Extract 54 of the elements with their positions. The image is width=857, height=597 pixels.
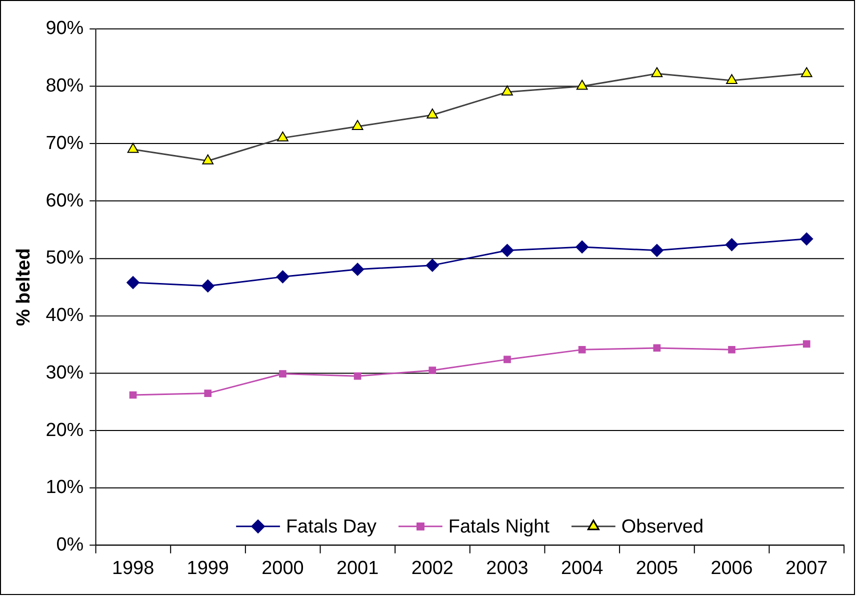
point — [653, 344, 661, 352]
y-tick-label: 30% — [46, 362, 84, 384]
point — [578, 346, 586, 354]
point — [650, 244, 664, 257]
point — [354, 372, 362, 380]
point — [800, 67, 812, 78]
x-tick-label: 2003 — [486, 558, 528, 579]
point — [277, 131, 288, 142]
point — [126, 276, 140, 290]
point — [800, 232, 814, 246]
point — [576, 80, 588, 90]
y-tick-label: 70% — [46, 132, 84, 154]
point — [426, 108, 438, 118]
point — [502, 86, 513, 96]
x-tick-label: 2005 — [636, 558, 678, 579]
point — [127, 142, 139, 153]
y-tick-label: 60% — [46, 190, 84, 212]
y-tick-label: 80% — [46, 76, 84, 97]
x-tick-label: 2000 — [262, 558, 304, 579]
point — [728, 346, 736, 354]
point — [725, 238, 738, 252]
x-tick-label: 2001 — [336, 558, 379, 579]
point — [726, 74, 738, 84]
point — [204, 390, 212, 397]
point — [802, 340, 810, 348]
y-tick-label: 0% — [56, 534, 84, 556]
point — [651, 67, 663, 78]
y-tick-label: 10% — [46, 477, 84, 498]
point — [504, 356, 511, 364]
y-tick-label: 90% — [46, 18, 84, 40]
x-tick-label: 1998 — [112, 558, 154, 579]
legend-label: Fatals Day — [286, 516, 378, 538]
point — [279, 370, 286, 378]
y-tick-label: 50% — [46, 248, 84, 269]
x-tick-label: 2002 — [411, 558, 454, 579]
y-axis-title: % belted — [14, 248, 35, 326]
x-tick-label: 2007 — [786, 558, 828, 579]
point — [129, 391, 137, 399]
point — [428, 366, 436, 374]
point — [426, 258, 439, 272]
legend-label: Observed — [621, 516, 704, 538]
point — [576, 240, 589, 254]
point — [500, 244, 514, 257]
x-tick-label: 2006 — [710, 558, 753, 579]
point — [351, 262, 364, 276]
point — [276, 270, 290, 284]
y-tick-label: 20% — [46, 420, 84, 441]
x-tick-label: 1999 — [186, 558, 229, 579]
x-tick-label: 2004 — [560, 558, 604, 579]
point — [202, 154, 214, 164]
y-tick-label: 40% — [46, 305, 84, 326]
point — [352, 120, 364, 130]
point — [201, 280, 214, 292]
legend-label: Fatals Night — [448, 516, 550, 538]
